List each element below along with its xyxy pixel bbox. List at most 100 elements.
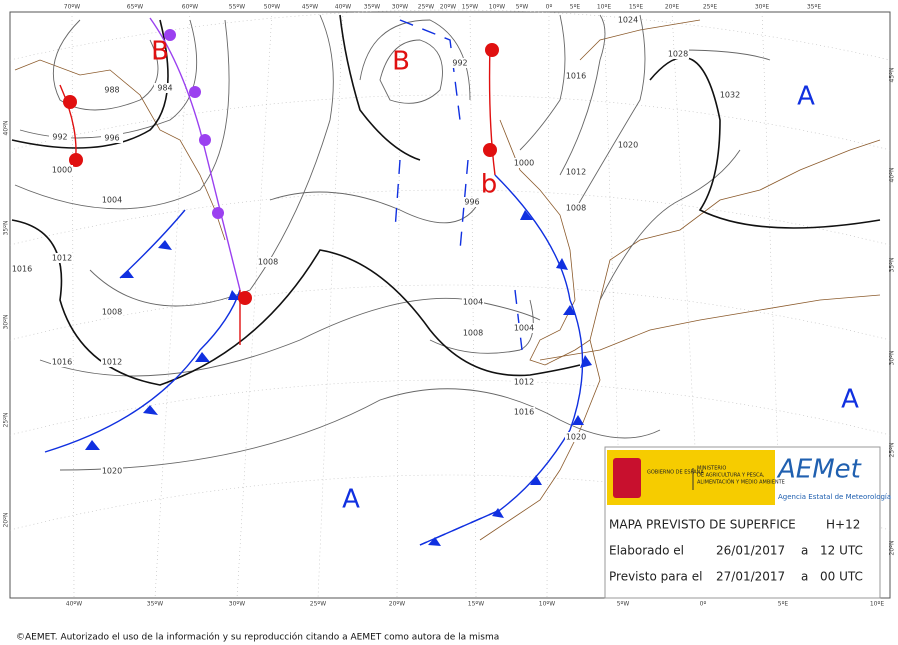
latitude-label: 45ºN <box>889 68 896 83</box>
longitude-label: 15ºE <box>629 4 643 11</box>
isobar-label: 1020 <box>102 467 122 476</box>
longitude-label: 20ºE <box>665 4 679 11</box>
isobar-label: 1008 <box>102 308 122 317</box>
pressure-center: A <box>841 385 859 415</box>
isobar-label: 1032 <box>720 91 740 100</box>
latitude-label: 35ºN <box>889 258 896 273</box>
longitude-label: 35ºE <box>807 4 821 11</box>
longitude-label: 35ºW <box>364 4 380 11</box>
longitude-label: 65ºW <box>127 4 143 11</box>
isobar-label-bg <box>51 253 73 263</box>
longitude-label: 50ºW <box>264 4 280 11</box>
isobar-label: 1004 <box>463 298 483 307</box>
longitude-label: 5ºE <box>778 601 789 608</box>
valid-at: a <box>801 570 808 584</box>
longitude-label: 15ºW <box>468 601 484 608</box>
copyright-footer: ©AEMET. Autorizado el uso de la informac… <box>16 632 499 643</box>
longitude-label: 30ºW <box>392 4 408 11</box>
isobar-label-bg <box>101 307 123 317</box>
isobar-label: 1004 <box>514 324 534 333</box>
isobar-label: 1012 <box>52 254 72 263</box>
isobar-label-bg <box>257 257 279 267</box>
isobar-label-bg <box>449 58 471 68</box>
isobar-label-bg <box>461 197 483 207</box>
isobar-label-bg <box>513 407 535 417</box>
latitude-label: 35ºN <box>3 221 10 236</box>
isobar-label: 988 <box>104 86 119 95</box>
isobar-label: 1000 <box>52 166 72 175</box>
isobar-label: 1016 <box>12 265 32 274</box>
pressure-center: b <box>481 170 498 200</box>
isobar-label-bg <box>617 15 639 25</box>
longitude-label: 25ºW <box>418 4 434 11</box>
latitude-label: 20ºN <box>889 541 896 556</box>
made-at: a <box>801 544 808 558</box>
isobar-label-bg <box>565 432 587 442</box>
valid-date: 27/01/2017 <box>716 570 785 584</box>
valid-time: 00 UTC <box>820 570 863 584</box>
agency-name: Agencia Estatal de Meteorología <box>778 493 891 501</box>
isobar-label-bg <box>51 357 73 367</box>
isobar-label-bg <box>101 133 123 143</box>
isobar-label-bg <box>154 83 176 93</box>
info-box: GOBIERNO DE ESPAÑA MINISTERIO DE AGRICUL… <box>604 446 891 599</box>
isobar-label-bg <box>565 203 587 213</box>
longitude-label: 30ºE <box>755 4 769 11</box>
longitude-label: 20ºW <box>440 4 456 11</box>
main-isobars <box>11 14 881 386</box>
longitude-label: 0º <box>700 601 707 608</box>
isobar-label: 1008 <box>258 258 278 267</box>
isobar-label-bg <box>101 466 123 476</box>
isobar-label: 1016 <box>52 358 72 367</box>
isobar-label: 1028 <box>668 50 688 59</box>
isobar-label: 1020 <box>566 433 586 442</box>
made-time: 12 UTC <box>820 544 863 558</box>
isobar-label-bg <box>51 165 73 175</box>
isobar-label-bg <box>513 158 535 168</box>
pressure-center: B <box>392 47 410 77</box>
isobar-label: 992 <box>52 133 67 142</box>
isobar-label: 1016 <box>514 408 534 417</box>
isobar-label-bg <box>101 357 123 367</box>
made-date: 26/01/2017 <box>716 544 785 558</box>
isobar-label-bg <box>462 297 484 307</box>
longitude-label: 15ºW <box>462 4 478 11</box>
latitude-label: 25ºN <box>889 443 896 458</box>
forecast-range: H+12 <box>826 518 860 532</box>
latitude-label: 40ºN <box>3 121 10 136</box>
isobar-label-bg <box>513 323 535 333</box>
pressure-center: A <box>797 82 815 112</box>
isobar-label: 1024 <box>618 16 638 25</box>
isobar-label: 1020 <box>618 141 638 150</box>
ministry-text: ALIMENTACIÓN Y MEDIO AMBIENTE <box>697 479 785 486</box>
isobar-label-bg <box>719 90 741 100</box>
coat-of-arms <box>613 458 641 498</box>
map-title: MAPA PREVISTO DE SUPERFICE <box>609 518 796 532</box>
isobar-label: 1000 <box>514 159 534 168</box>
longitude-label: 45ºW <box>302 4 318 11</box>
longitude-label: 25ºW <box>310 601 326 608</box>
longitude-label: 70ºW <box>64 4 80 11</box>
isobar-label: 1012 <box>102 358 122 367</box>
isobar-label-bg <box>462 328 484 338</box>
longitude-label: 25ºE <box>703 4 717 11</box>
isobar-label-bg <box>667 49 689 59</box>
latitude-label: 25ºN <box>3 413 10 428</box>
latitude-label: 40ºN <box>889 168 896 183</box>
isobar-label-bg <box>101 85 123 95</box>
longitude-label: 55ºW <box>229 4 245 11</box>
ministry-text: DE AGRICULTURA Y PESCA, <box>697 473 765 479</box>
latitude-label: 30ºN <box>889 351 896 366</box>
valid-label: Previsto para el <box>609 570 702 584</box>
isobar-label-bg <box>565 167 587 177</box>
isobar-label-bg <box>565 71 587 81</box>
longitude-label: 35ºW <box>147 601 163 608</box>
longitude-label: 5ºW <box>617 601 630 608</box>
isobar-label: 992 <box>452 59 467 68</box>
longitude-label: 0º <box>546 4 553 11</box>
made-label: Elaborado el <box>609 544 684 558</box>
front-symbols <box>63 29 592 546</box>
pressure-center: B <box>151 37 169 67</box>
longitude-label: 60ºW <box>182 4 198 11</box>
